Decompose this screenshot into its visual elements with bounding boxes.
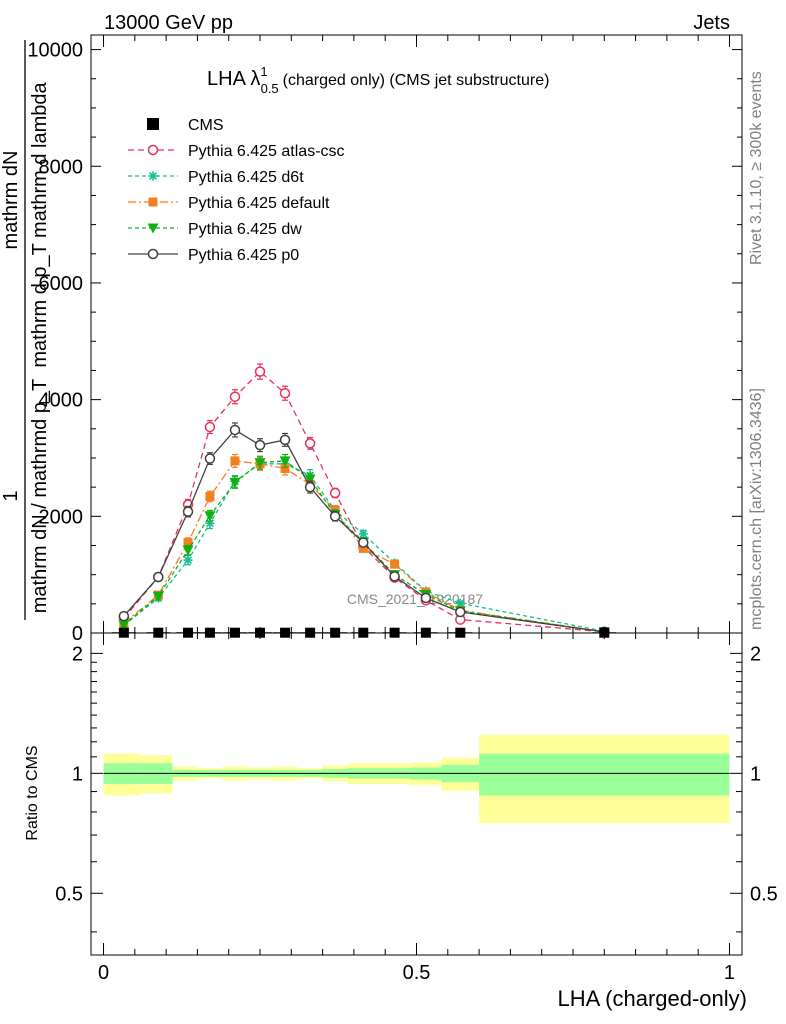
legend-marker xyxy=(148,197,158,207)
data-point xyxy=(420,592,432,604)
ratio-panel: 0.5 0.5 1 1 2 2 0 0.5 1 xyxy=(55,632,778,984)
data-point xyxy=(279,387,291,399)
legend-label: Pythia 6.425 atlas-csc xyxy=(188,143,345,160)
ratio-ylabel: Ratio to CMS xyxy=(24,745,41,840)
legend-item: CMS xyxy=(147,117,224,134)
data-point xyxy=(280,463,290,473)
legend-marker xyxy=(147,223,159,234)
legend-marker xyxy=(148,171,158,181)
ratio-ytick-label: 1 xyxy=(750,763,761,785)
svg-text:mathrm dN: mathrm dN xyxy=(0,151,22,250)
legend-item: Pythia 6.425 d6t xyxy=(128,169,304,186)
svg-text:1: 1 xyxy=(0,490,22,501)
main-ytick-label: 8000 xyxy=(39,156,84,178)
data-point xyxy=(358,537,369,548)
legend-item: Pythia 6.425 atlas-csc xyxy=(128,143,345,160)
data-point xyxy=(229,391,241,402)
legend-marker xyxy=(147,118,159,130)
watermark: CMS_2021_I1920187 xyxy=(347,591,483,607)
legend-marker xyxy=(147,144,159,156)
data-point xyxy=(329,487,341,499)
data-point xyxy=(204,421,216,433)
ratio-ytick-label: 2 xyxy=(72,643,83,665)
data-point xyxy=(358,529,368,539)
data-point xyxy=(358,543,368,553)
ratio-ytick-label: 1 xyxy=(72,763,83,785)
svg-text:mathrm dN / mathrmd p_T: mathrm dN / mathrmd p_T xyxy=(29,379,51,614)
data-point xyxy=(254,458,266,469)
legend-label: Pythia 6.425 default xyxy=(188,195,330,212)
data-point xyxy=(182,545,194,556)
data-point xyxy=(183,538,193,548)
xlabel: LHA (charged-only) xyxy=(557,986,747,1011)
legend-item: Pythia 6.425 dw xyxy=(128,221,302,238)
legend-label: CMS xyxy=(188,117,224,134)
ratio-xtick-label: 0.5 xyxy=(403,962,431,984)
data-point xyxy=(304,474,316,485)
ratio-xtick-label: 1 xyxy=(724,962,735,984)
data-point xyxy=(204,453,216,464)
legend-label: Pythia 6.425 dw xyxy=(188,221,302,238)
series-4 xyxy=(118,422,610,638)
rivet-label: Rivet 3.1.10, ≥ 300k events xyxy=(748,71,765,265)
data-point xyxy=(182,506,194,517)
ratio-inner-band xyxy=(479,753,730,796)
main-ylabel: 1 mathrm dN mathrm dN / mathrmd p_T math… xyxy=(0,40,51,620)
main-ytick-label: 6000 xyxy=(39,273,84,295)
data-point xyxy=(230,456,240,466)
data-point xyxy=(183,555,193,565)
data-point xyxy=(390,559,400,569)
data-point xyxy=(254,439,266,451)
legend-item: Pythia 6.425 default xyxy=(128,195,330,212)
data-point xyxy=(304,438,316,449)
data-point xyxy=(204,511,216,522)
series-line xyxy=(123,370,605,633)
data-point xyxy=(205,491,215,501)
legend-marker xyxy=(147,248,159,260)
series-line xyxy=(123,460,605,633)
ratio-xtick-label: 0 xyxy=(98,962,109,984)
legend: CMS Pythia 6.425 atlas-csc Pythia 6.425 d6… xyxy=(128,117,345,264)
ratio-ytick-label: 0.5 xyxy=(750,883,778,905)
plot-title: LHA λ1 0.5 (charged only) (CMS jet substru… xyxy=(207,64,549,96)
ratio-ytick-label: 2 xyxy=(750,643,761,665)
data-point xyxy=(279,456,291,467)
legend-label: Pythia 6.425 p0 xyxy=(188,247,299,264)
legend-item: Pythia 6.425 p0 xyxy=(128,247,299,264)
mcplots-label: mcplots.cern.ch [arXiv:1306.3436] xyxy=(748,388,765,630)
data-point xyxy=(304,481,316,493)
svg-text:mathrm d p_T mathrm d lambda: mathrm d p_T mathrm d lambda xyxy=(29,81,51,367)
main-ytick-label: 2000 xyxy=(39,506,84,528)
main-ytick-label: 0 xyxy=(72,623,83,645)
data-point xyxy=(229,424,241,436)
data-point xyxy=(118,620,130,631)
header-left: 13000 GeV pp xyxy=(104,12,233,34)
data-point xyxy=(118,610,130,622)
legend-label: Pythia 6.425 d6t xyxy=(188,169,304,186)
data-point xyxy=(279,434,291,446)
main-ytick-label: 4000 xyxy=(39,390,84,412)
series-line xyxy=(123,460,605,633)
series-line xyxy=(123,429,605,633)
data-point xyxy=(329,511,341,522)
main-panel: CMS_2021_I1920187 0 2000 4000 6000 8000 10000… xyxy=(27,34,743,645)
data-point xyxy=(153,571,164,583)
data-point xyxy=(152,591,164,602)
data-point xyxy=(229,477,241,488)
data-point xyxy=(389,571,400,582)
ratio-ytick-label: 0.5 xyxy=(55,883,83,905)
data-point xyxy=(455,606,466,618)
header-right: Jets xyxy=(693,12,730,34)
main-ytick-label: 10000 xyxy=(27,40,83,62)
data-point xyxy=(254,366,266,377)
